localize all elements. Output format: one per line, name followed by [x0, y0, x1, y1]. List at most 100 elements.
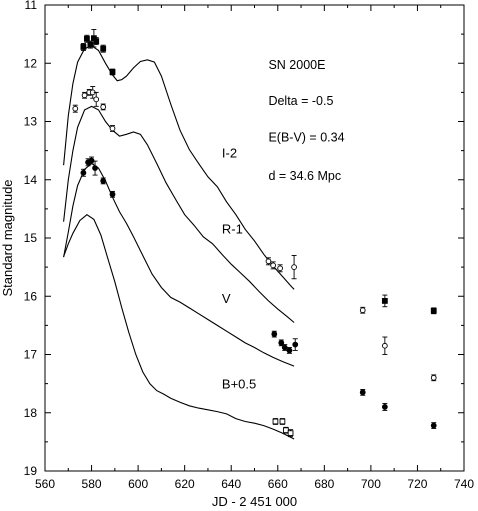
marker-open-circle — [291, 264, 297, 270]
data-point — [84, 34, 90, 43]
data-point — [93, 91, 100, 107]
model-curve — [63, 105, 295, 323]
data-point — [277, 264, 283, 273]
annotation-text: E(B-V) = 0.34 — [268, 130, 344, 144]
marker-open-circle — [382, 342, 388, 349]
x-tick-label: 600 — [128, 477, 148, 491]
y-tick-label: 13 — [24, 115, 38, 129]
data-point — [279, 418, 286, 425]
marker-filled-circle — [100, 178, 107, 184]
data-point — [291, 255, 297, 280]
x-tick-label: 580 — [82, 477, 102, 491]
marker-open-circle — [93, 96, 100, 103]
model-curve — [63, 214, 295, 440]
y-tick-label: 17 — [24, 348, 38, 362]
x-tick-label: 660 — [268, 477, 288, 491]
data-point — [87, 40, 94, 49]
marker-filled-square — [381, 298, 388, 304]
data-point — [109, 68, 116, 76]
y-tick-label: 12 — [24, 56, 38, 70]
data-point — [271, 330, 278, 338]
marker-open-circle — [265, 258, 272, 265]
y-tick-label: 18 — [24, 406, 38, 420]
data-point — [270, 261, 276, 270]
data-point — [359, 306, 366, 314]
marker-open-circle — [109, 125, 116, 132]
data-point — [292, 338, 299, 351]
data-point — [430, 307, 437, 315]
plot-frame — [44, 4, 465, 472]
y-axis-label: Standard magnitude — [0, 179, 15, 296]
model-curve — [63, 162, 295, 367]
series-labels: I-2 R-1 V B+0.5 — [222, 146, 256, 392]
annotation-text: Delta = -0.5 — [268, 94, 333, 108]
x-tick-label: 720 — [407, 477, 427, 491]
marker-filled-circle — [92, 165, 98, 172]
marker-filled-circle — [80, 169, 87, 176]
data-point — [382, 336, 388, 355]
series-label: V — [222, 291, 231, 306]
marker-open-circle — [270, 262, 276, 269]
x-tick-label: 560 — [35, 477, 55, 491]
marker-filled-circle — [271, 331, 278, 338]
marker-filled-circle — [278, 339, 285, 346]
marker-filled-circle — [292, 341, 299, 348]
data-point — [286, 347, 293, 354]
y-tick-label: 11 — [25, 0, 38, 12]
data-point — [359, 389, 366, 396]
marker-filled-square — [80, 44, 87, 50]
data-point — [430, 422, 437, 429]
data-point — [100, 44, 107, 53]
data-point — [80, 42, 87, 51]
data-point — [430, 374, 437, 382]
y-tick-label: 14 — [24, 173, 38, 187]
data-point — [281, 344, 288, 351]
marker-filled-circle — [381, 404, 388, 410]
data-point — [272, 418, 279, 425]
annotation-text: d = 34.6 Mpc — [268, 169, 341, 183]
marker-open-circle — [430, 374, 437, 381]
marker-open-circle — [100, 104, 107, 110]
data-point — [100, 177, 107, 185]
data-point — [287, 429, 294, 438]
data-point — [278, 339, 285, 347]
marker-open-square — [279, 418, 286, 425]
marker-open-square — [283, 427, 289, 434]
observed-points — [72, 29, 437, 438]
data-point — [265, 257, 272, 266]
marker-filled-circle — [88, 157, 95, 164]
series-label: I-2 — [222, 146, 237, 161]
x-axis-label: JD - 2 451 000 — [212, 494, 297, 509]
x-tick-label: 680 — [314, 477, 334, 491]
marker-filled-circle — [281, 344, 288, 351]
data-point — [109, 125, 116, 132]
data-point — [80, 168, 87, 177]
series-label: B+0.5 — [222, 376, 256, 391]
y-tick-label: 16 — [24, 289, 38, 303]
data-point — [92, 160, 98, 176]
x-tick-label: 620 — [175, 477, 195, 491]
data-point — [381, 402, 388, 411]
marker-filled-circle — [286, 347, 293, 354]
marker-filled-circle — [359, 389, 366, 396]
marker-filled-square — [109, 69, 116, 75]
marker-filled-square — [87, 41, 94, 48]
marker-open-square — [287, 430, 294, 436]
x-tick-label: 740 — [454, 477, 474, 491]
marker-filled-square — [430, 307, 437, 314]
y-tick-label: 19 — [24, 464, 38, 478]
marker-filled-square — [93, 38, 100, 45]
data-point — [283, 426, 289, 434]
data-point — [381, 294, 388, 308]
marker-filled-square — [84, 35, 90, 42]
series-label: R-1 — [222, 221, 243, 236]
marker-open-circle — [81, 92, 88, 99]
y-axis-ticks: 11 12 13 14 15 16 17 18 19 — [24, 0, 464, 478]
marker-filled-circle — [430, 422, 437, 429]
data-point — [88, 156, 95, 165]
marker-open-circle — [359, 307, 366, 314]
marker-open-circle — [72, 105, 79, 112]
x-tick-label: 640 — [221, 477, 241, 491]
data-point — [109, 190, 116, 198]
